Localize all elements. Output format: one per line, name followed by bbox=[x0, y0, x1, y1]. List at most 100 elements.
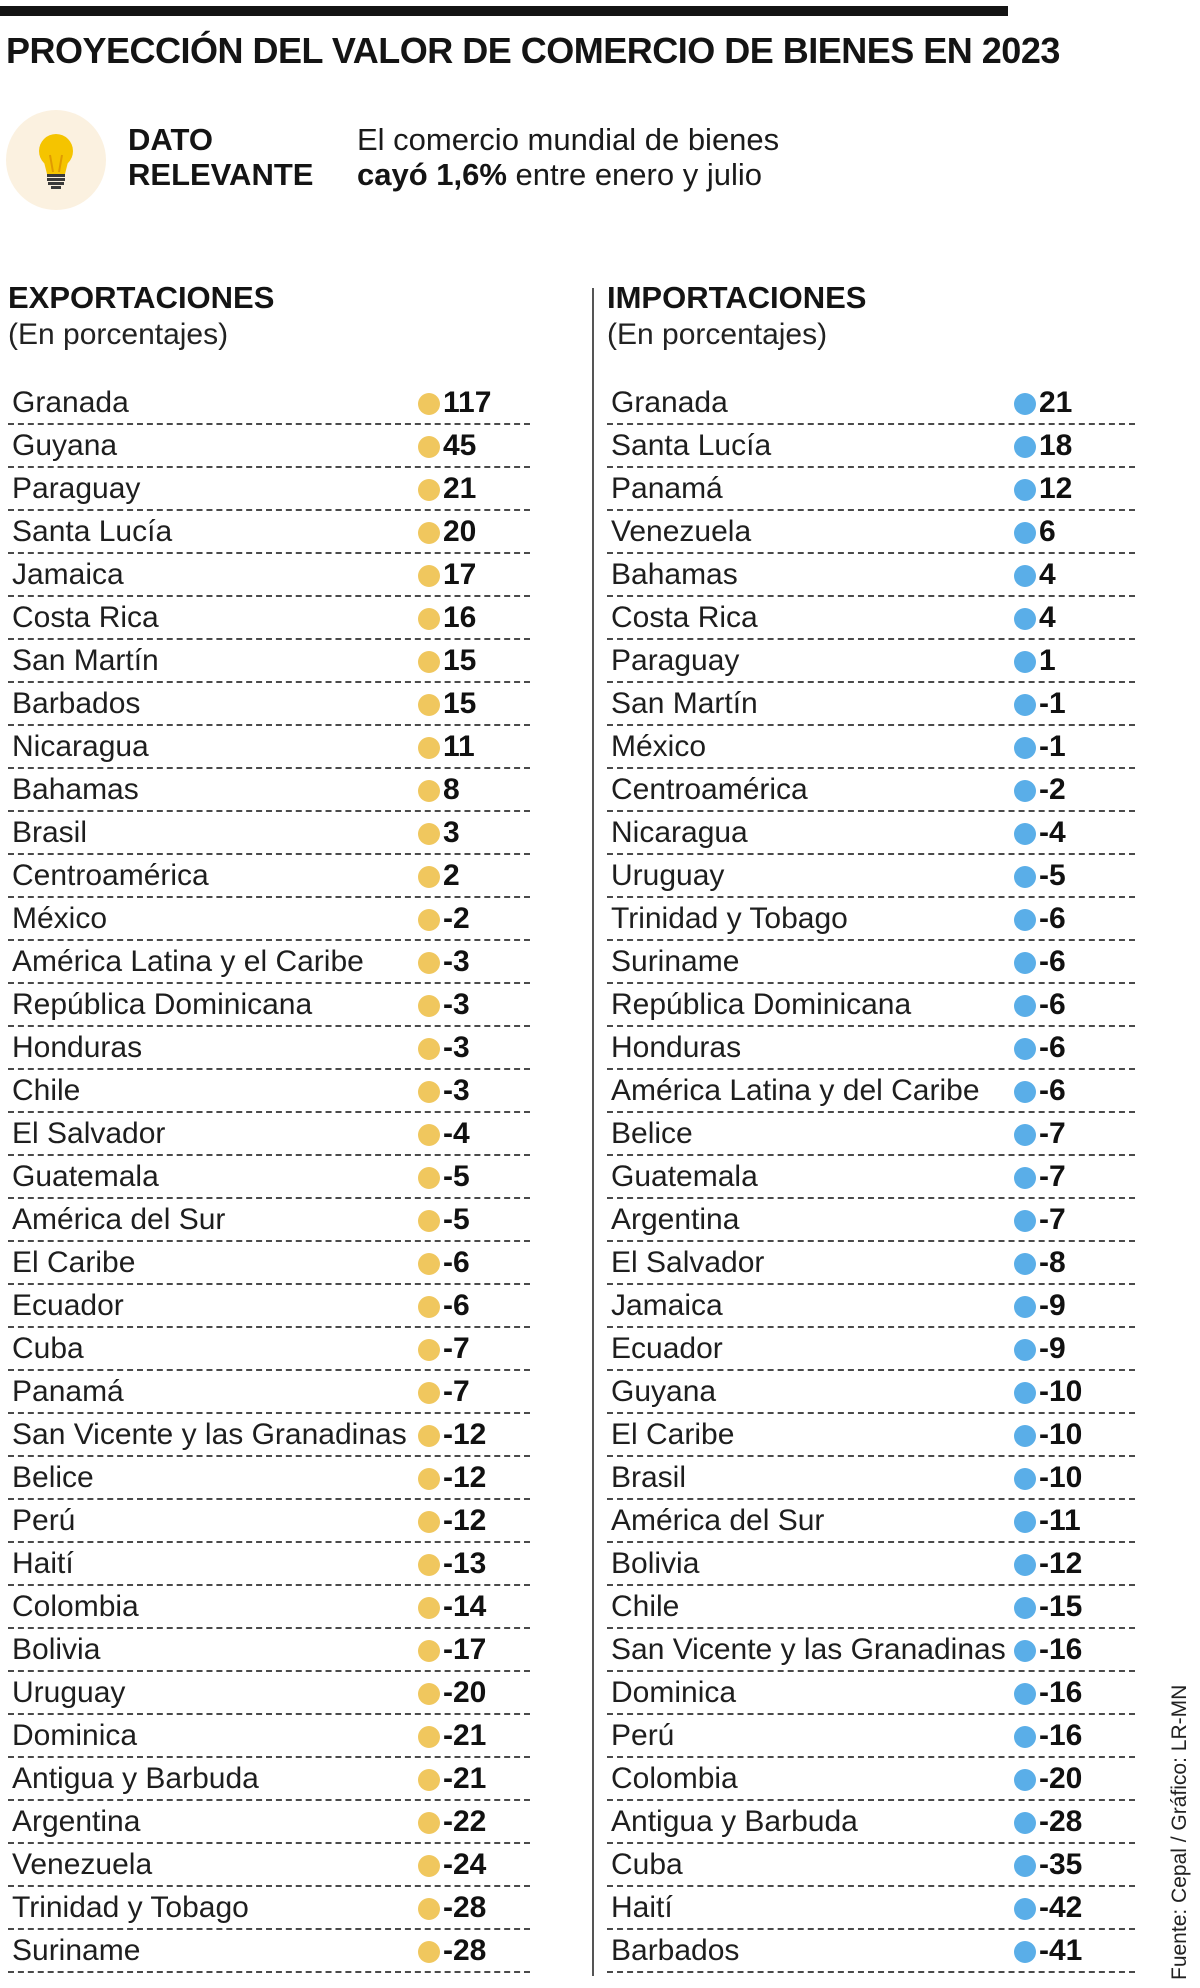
importaciones-value-label: 6 bbox=[1039, 515, 1056, 548]
exportaciones-row: Granada 117 bbox=[8, 382, 530, 425]
importaciones-value-label: -7 bbox=[1039, 1160, 1066, 1193]
dato-label-line2: RELEVANTE bbox=[128, 157, 314, 192]
exportaciones-dot-marker bbox=[418, 1640, 440, 1662]
exportaciones-country-label: Bahamas bbox=[12, 773, 139, 806]
exportaciones-dot-marker bbox=[418, 1167, 440, 1189]
exportaciones-dot-marker bbox=[418, 1339, 440, 1361]
exportaciones-row: Suriname -28 bbox=[8, 1930, 530, 1973]
exportaciones-dot-marker bbox=[418, 1812, 440, 1834]
importaciones-row: Bolivia -12 bbox=[607, 1543, 1135, 1586]
exportaciones-value-label: -3 bbox=[443, 945, 470, 978]
importaciones-row: México -1 bbox=[607, 726, 1135, 769]
exportaciones-dot-marker bbox=[418, 780, 440, 802]
importaciones-value-label: -9 bbox=[1039, 1289, 1066, 1322]
exportaciones-row: Venezuela -24 bbox=[8, 1844, 530, 1887]
exportaciones-row: San Vicente y las Granadinas -12 bbox=[8, 1414, 530, 1457]
importaciones-value-label: 18 bbox=[1039, 429, 1073, 462]
importaciones-value-label: -35 bbox=[1039, 1848, 1083, 1881]
importaciones-value-label: -8 bbox=[1039, 1246, 1066, 1279]
dato-relevante-text: El comercio mundial de bienes cayó 1,6% … bbox=[357, 122, 779, 192]
importaciones-dot-marker bbox=[1014, 1081, 1036, 1103]
exportaciones-country-label: Centroamérica bbox=[12, 859, 209, 892]
importaciones-row: Uruguay -5 bbox=[607, 855, 1135, 898]
exportaciones-column: EXPORTACIONES (En porcentajes) Granada 11… bbox=[8, 280, 530, 1973]
exportaciones-dot-marker bbox=[418, 522, 440, 544]
exportaciones-country-label: Brasil bbox=[12, 816, 88, 849]
exportaciones-row: República Dominicana -3 bbox=[8, 984, 530, 1027]
importaciones-value-label: 4 bbox=[1039, 601, 1056, 634]
importaciones-country-label: Paraguay bbox=[611, 644, 740, 677]
exportaciones-dot-marker bbox=[418, 1898, 440, 1920]
exportaciones-title: EXPORTACIONES bbox=[8, 280, 275, 315]
exportaciones-value-label: -7 bbox=[443, 1375, 470, 1408]
importaciones-dot-marker bbox=[1014, 651, 1036, 673]
importaciones-country-label: Barbados bbox=[611, 1934, 740, 1967]
importaciones-dot-marker bbox=[1014, 1812, 1036, 1834]
exportaciones-value-label: -12 bbox=[443, 1418, 487, 1451]
importaciones-row: Guyana -10 bbox=[607, 1371, 1135, 1414]
source-credit: Fuente: Cepal / Gráfico: LR-MN bbox=[1168, 1684, 1191, 1980]
importaciones-row: Jamaica -9 bbox=[607, 1285, 1135, 1328]
exportaciones-country-label: Nicaragua bbox=[12, 730, 149, 763]
importaciones-row: Belice -7 bbox=[607, 1113, 1135, 1156]
exportaciones-country-label: Belice bbox=[12, 1461, 94, 1494]
importaciones-country-label: Panamá bbox=[611, 472, 723, 505]
importaciones-row: Antigua y Barbuda -28 bbox=[607, 1801, 1135, 1844]
importaciones-country-label: El Caribe bbox=[611, 1418, 735, 1451]
exportaciones-row: Nicaragua 11 bbox=[8, 726, 530, 769]
importaciones-country-label: América del Sur bbox=[611, 1504, 825, 1537]
importaciones-dot-marker bbox=[1014, 1253, 1036, 1275]
importaciones-dot-marker bbox=[1014, 1511, 1036, 1533]
importaciones-row: Brasil -10 bbox=[607, 1457, 1135, 1500]
exportaciones-row: Guatemala -5 bbox=[8, 1156, 530, 1199]
importaciones-dot-marker bbox=[1014, 522, 1036, 544]
exportaciones-country-label: Honduras bbox=[12, 1031, 143, 1064]
exportaciones-dot-marker bbox=[418, 1554, 440, 1576]
exportaciones-dot-marker bbox=[418, 1296, 440, 1318]
exportaciones-value-label: -24 bbox=[443, 1848, 487, 1881]
exportaciones-row: México -2 bbox=[8, 898, 530, 941]
exportaciones-country-label: Chile bbox=[12, 1074, 81, 1107]
importaciones-value-label: -12 bbox=[1039, 1547, 1083, 1580]
importaciones-country-label: Ecuador bbox=[611, 1332, 723, 1365]
exportaciones-dot-marker bbox=[418, 1855, 440, 1877]
exportaciones-row: Brasil 3 bbox=[8, 812, 530, 855]
exportaciones-country-label: Jamaica bbox=[12, 558, 124, 591]
exportaciones-value-label: -5 bbox=[443, 1160, 470, 1193]
dato-relevante-label: DATO RELEVANTE bbox=[128, 122, 313, 192]
exportaciones-row: América del Sur -5 bbox=[8, 1199, 530, 1242]
exportaciones-country-label: Uruguay bbox=[12, 1676, 126, 1709]
importaciones-dot-marker bbox=[1014, 909, 1036, 931]
importaciones-country-label: Guatemala bbox=[611, 1160, 758, 1193]
exportaciones-country-label: Panamá bbox=[12, 1375, 124, 1408]
importaciones-country-label: Venezuela bbox=[611, 515, 752, 548]
exportaciones-dot-marker bbox=[418, 1425, 440, 1447]
importaciones-row: Chile -15 bbox=[607, 1586, 1135, 1629]
exportaciones-country-label: Argentina bbox=[12, 1805, 141, 1838]
exportaciones-dot-marker bbox=[418, 1511, 440, 1533]
importaciones-row: Dominica -16 bbox=[607, 1672, 1135, 1715]
importaciones-row: Haití -42 bbox=[607, 1887, 1135, 1930]
exportaciones-value-label: -7 bbox=[443, 1332, 470, 1365]
importaciones-rows: Granada 21 Santa Lucía 18 Panamá 12 Venezuela 6… bbox=[607, 382, 1135, 1973]
exportaciones-dot-marker bbox=[418, 1081, 440, 1103]
importaciones-country-label: Granada bbox=[611, 386, 728, 419]
exportaciones-value-label: -6 bbox=[443, 1246, 470, 1279]
importaciones-country-label: Guyana bbox=[611, 1375, 717, 1408]
importaciones-row: Trinidad y Tobago -6 bbox=[607, 898, 1135, 941]
exportaciones-dot-marker bbox=[418, 1382, 440, 1404]
exportaciones-country-label: Suriname bbox=[12, 1934, 141, 1967]
exportaciones-dot-marker bbox=[418, 1253, 440, 1275]
importaciones-country-label: Belice bbox=[611, 1117, 693, 1150]
importaciones-value-label: -15 bbox=[1039, 1590, 1083, 1623]
importaciones-value-label: -11 bbox=[1039, 1504, 1081, 1537]
importaciones-dot-marker bbox=[1014, 694, 1036, 716]
importaciones-row: El Caribe -10 bbox=[607, 1414, 1135, 1457]
exportaciones-dot-marker bbox=[418, 694, 440, 716]
exportaciones-country-label: Colombia bbox=[12, 1590, 139, 1623]
importaciones-title: IMPORTACIONES bbox=[607, 280, 867, 315]
importaciones-value-label: -16 bbox=[1039, 1676, 1083, 1709]
importaciones-country-label: Dominica bbox=[611, 1676, 737, 1709]
importaciones-row: Argentina -7 bbox=[607, 1199, 1135, 1242]
exportaciones-row: Uruguay -20 bbox=[8, 1672, 530, 1715]
